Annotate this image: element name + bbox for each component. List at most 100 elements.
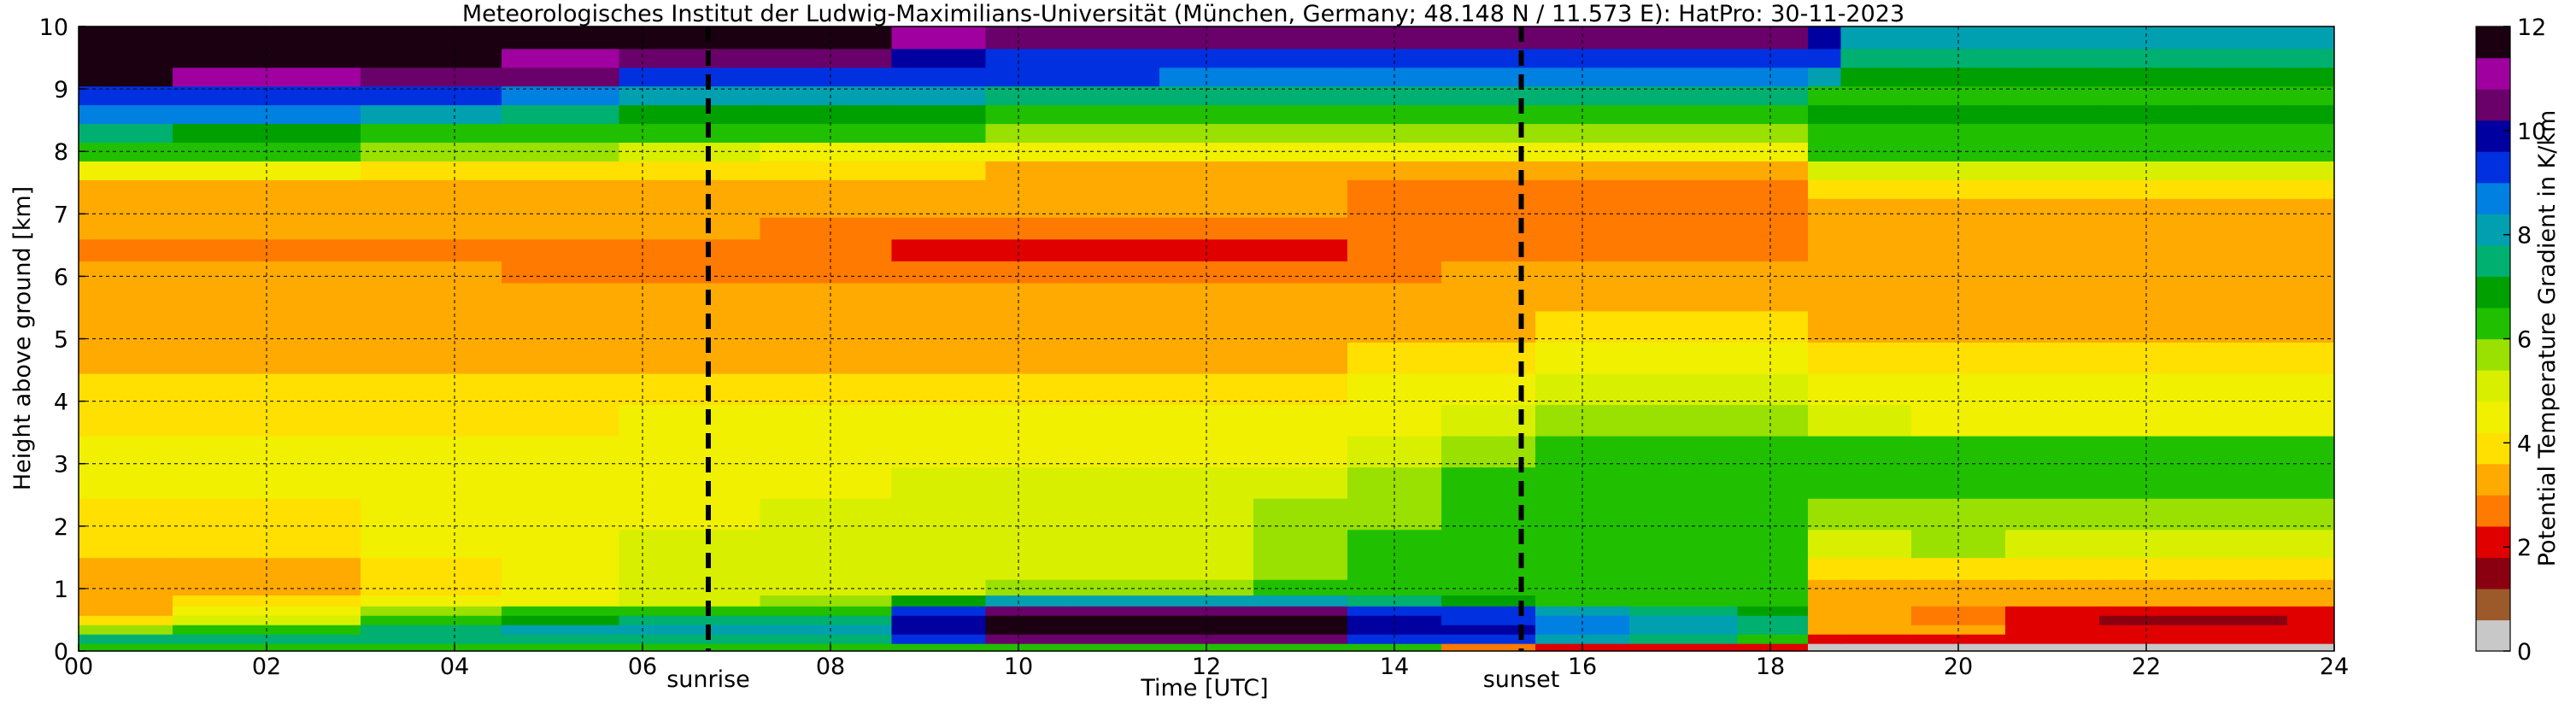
heatmap-cell	[1808, 261, 1842, 284]
heatmap-cell	[2193, 85, 2288, 106]
heatmap-cell	[1441, 633, 1536, 644]
heatmap-cell	[1065, 578, 1160, 596]
heatmap-cell	[2287, 624, 2334, 635]
heatmap-cell	[1840, 161, 1912, 180]
heatmap-cell	[619, 578, 761, 596]
heatmap-cell	[1347, 104, 1442, 125]
heatmap-cell	[361, 123, 502, 144]
heatmap-cell	[2193, 529, 2288, 559]
heatmap-cell	[1737, 373, 1809, 406]
x-tick-label: 06	[628, 654, 657, 680]
heatmap-cell	[619, 633, 761, 644]
heatmap-cell	[2193, 578, 2288, 596]
heatmap-cell	[2005, 104, 2100, 125]
heatmap-cell	[1808, 238, 1842, 261]
heatmap-cell	[2193, 161, 2288, 180]
heatmap-cell	[2287, 529, 2334, 559]
heatmap-cell	[619, 261, 761, 284]
heatmap-cell	[1840, 606, 1912, 616]
heatmap-cell	[891, 198, 987, 218]
heatmap-cell	[1840, 557, 1912, 580]
heatmap-cell	[361, 624, 502, 635]
heatmap-cell	[361, 342, 502, 374]
y-tick-label: 0	[54, 639, 68, 666]
heatmap-cell	[2193, 198, 2288, 218]
x-tick-label: 20	[1944, 654, 1973, 680]
heatmap-cell	[361, 142, 502, 161]
heatmap-cell	[173, 104, 361, 125]
heatmap-cell	[760, 261, 893, 284]
x-tick-label: 24	[2320, 654, 2349, 680]
heatmap-cell	[760, 282, 893, 312]
heatmap-cell	[1737, 179, 1809, 199]
heatmap-cell	[79, 216, 173, 240]
heatmap-cell	[619, 595, 761, 607]
colorbar-segment	[2476, 307, 2510, 340]
heatmap-cell	[1911, 198, 2006, 218]
heatmap-cell	[1737, 310, 1809, 343]
heatmap-cell	[2193, 67, 2288, 87]
colorbar-segment	[2476, 432, 2510, 465]
heatmap-cell	[1911, 26, 2006, 50]
heatmap-cell	[1629, 557, 1739, 580]
heatmap-cell	[619, 123, 761, 144]
heatmap-cell	[1629, 342, 1739, 374]
heatmap-cell	[2287, 238, 2334, 261]
colorbar-tick-label: 8	[2517, 223, 2532, 249]
heatmap-cell	[2005, 435, 2100, 468]
heatmap-cell	[1253, 529, 1348, 559]
heatmap-cell	[79, 606, 173, 616]
heatmap-cell	[79, 261, 173, 284]
heatmap-cell	[891, 26, 987, 50]
heatmap-cell	[1808, 624, 1842, 635]
heatmap-cell	[985, 67, 1066, 87]
heatmap-cell	[1808, 26, 1842, 50]
colorbar-segment	[2476, 588, 2510, 621]
heatmap-cell	[1911, 633, 2006, 644]
heatmap-cell	[2005, 142, 2100, 161]
heatmap-cell	[1441, 85, 1536, 106]
heatmap-cell	[2193, 404, 2288, 437]
sun-markers: sunrise sunset	[666, 26, 1559, 693]
heatmap-cell	[891, 497, 987, 531]
heatmap-cell	[1629, 161, 1739, 180]
heatmap-cell	[1840, 179, 1912, 199]
colorbar-segment	[2476, 89, 2510, 121]
heatmap-cell	[1629, 614, 1739, 625]
heatmap-cell	[619, 642, 761, 651]
heatmap-cell	[2287, 310, 2334, 343]
heatmap-cell	[760, 161, 893, 180]
heatmap-cell	[79, 48, 173, 68]
heatmap-cell	[891, 404, 987, 437]
heatmap-cell	[173, 179, 361, 199]
heatmap-cell	[985, 198, 1066, 218]
heatmap-cell	[1840, 342, 1912, 374]
heatmap-cell	[1840, 261, 1912, 284]
heatmap-cell	[502, 404, 620, 437]
heatmap-cell	[1347, 123, 1442, 144]
heatmap-cell	[760, 123, 893, 144]
heatmap-cell	[2005, 282, 2100, 312]
heatmap-cell	[985, 642, 1066, 651]
heatmap-cell	[1065, 404, 1160, 437]
heatmap-cell	[2193, 26, 2288, 50]
heatmap-cell	[985, 161, 1066, 180]
heatmap-cell	[2287, 595, 2334, 607]
heatmap-cell	[1840, 85, 1912, 106]
heatmap-cell	[2005, 497, 2100, 531]
heatmap-cell	[1737, 67, 1809, 87]
heatmap-cell	[619, 310, 761, 343]
heatmap-cell	[1253, 142, 1348, 161]
heatmap-cell	[1065, 198, 1160, 218]
heatmap-cell	[1737, 529, 1809, 559]
heatmap-cell	[760, 85, 893, 106]
heatmap-cell	[79, 142, 173, 161]
heatmap-cell	[173, 26, 361, 50]
heatmap-cell	[1808, 282, 1842, 312]
heatmap-cell	[619, 373, 761, 406]
heatmap-cell	[985, 238, 1066, 261]
heatmap-cell	[1840, 238, 1912, 261]
heatmap-cell	[760, 633, 893, 644]
heatmap-cell	[1840, 310, 1912, 343]
heatmap-cell	[361, 67, 502, 87]
